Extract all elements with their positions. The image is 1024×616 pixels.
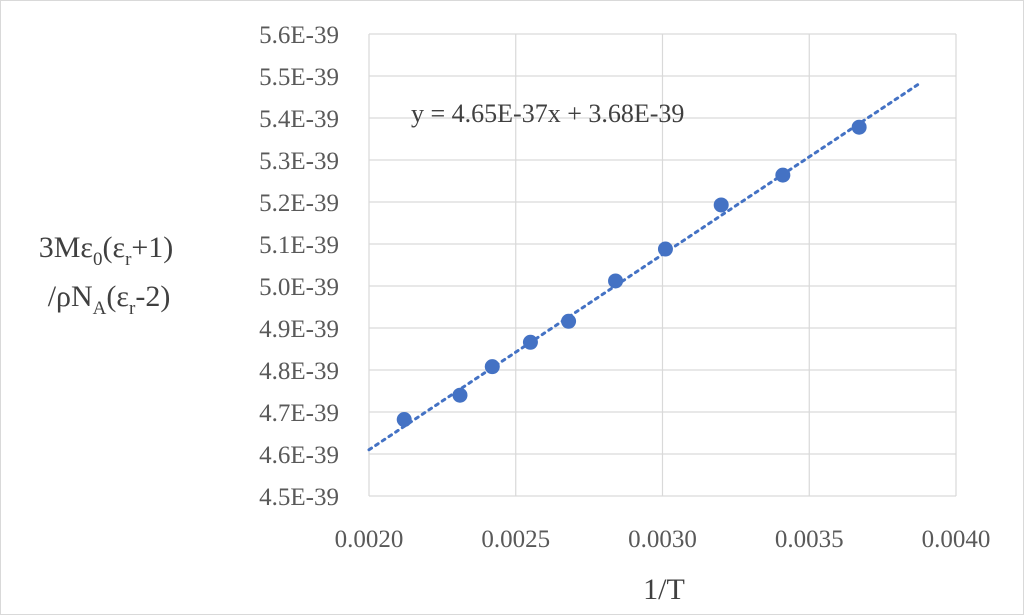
x-axis-title: 1/T — [643, 573, 685, 606]
y-tick-label-0: 4.5E-39 — [259, 484, 339, 511]
data-point-7 — [713, 197, 729, 213]
y-tick-label-8: 5.3E-39 — [259, 148, 339, 175]
data-point-4 — [561, 313, 577, 329]
y-axis-tick-labels: 4.5E-39 4.6E-39 4.7E-39 4.8E-39 4.9E-39 5.0E-… — [259, 22, 339, 511]
y-tick-label-4: 4.9E-39 — [259, 316, 339, 343]
gridlines — [368, 33, 957, 497]
x-tick-label-4: 0.0040 — [922, 526, 991, 553]
y-tick-label-3: 4.8E-39 — [259, 358, 339, 385]
y-axis-title-line-2: /ρNA(εr-2) — [48, 280, 171, 319]
data-point-0 — [396, 412, 412, 428]
data-point-6 — [657, 241, 673, 257]
y-axis-title-line-1: 3Mε0(εr+1) — [39, 231, 174, 270]
x-tick-label-1: 0.0025 — [481, 526, 550, 553]
y-tick-label-7: 5.2E-39 — [259, 190, 339, 217]
y-tick-label-5: 5.0E-39 — [259, 274, 339, 301]
data-point-3 — [522, 334, 538, 350]
trendline-path — [367, 81, 923, 452]
trendline — [367, 81, 923, 452]
data-point-1 — [452, 387, 468, 403]
y-tick-label-10: 5.5E-39 — [259, 64, 339, 91]
y-tick-label-6: 5.1E-39 — [259, 232, 339, 259]
data-points — [396, 119, 867, 428]
x-axis-tick-labels: 0.0020 0.0025 0.0030 0.0035 0.0040 — [335, 526, 991, 553]
x-tick-label-3: 0.0035 — [775, 526, 844, 553]
data-point-5 — [608, 273, 624, 289]
data-point-2 — [484, 359, 500, 375]
y-tick-label-2: 4.7E-39 — [259, 400, 339, 427]
y-tick-label-11: 5.6E-39 — [259, 22, 339, 49]
x-tick-label-0: 0.0020 — [335, 526, 404, 553]
trendline-equation: y = 4.65E-37x + 3.68E-39 — [411, 99, 684, 128]
y-tick-label-1: 4.6E-39 — [259, 442, 339, 469]
data-point-8 — [775, 167, 791, 183]
data-point-9 — [851, 119, 867, 135]
x-tick-label-2: 0.0030 — [628, 526, 697, 553]
y-tick-label-9: 5.4E-39 — [259, 106, 339, 133]
